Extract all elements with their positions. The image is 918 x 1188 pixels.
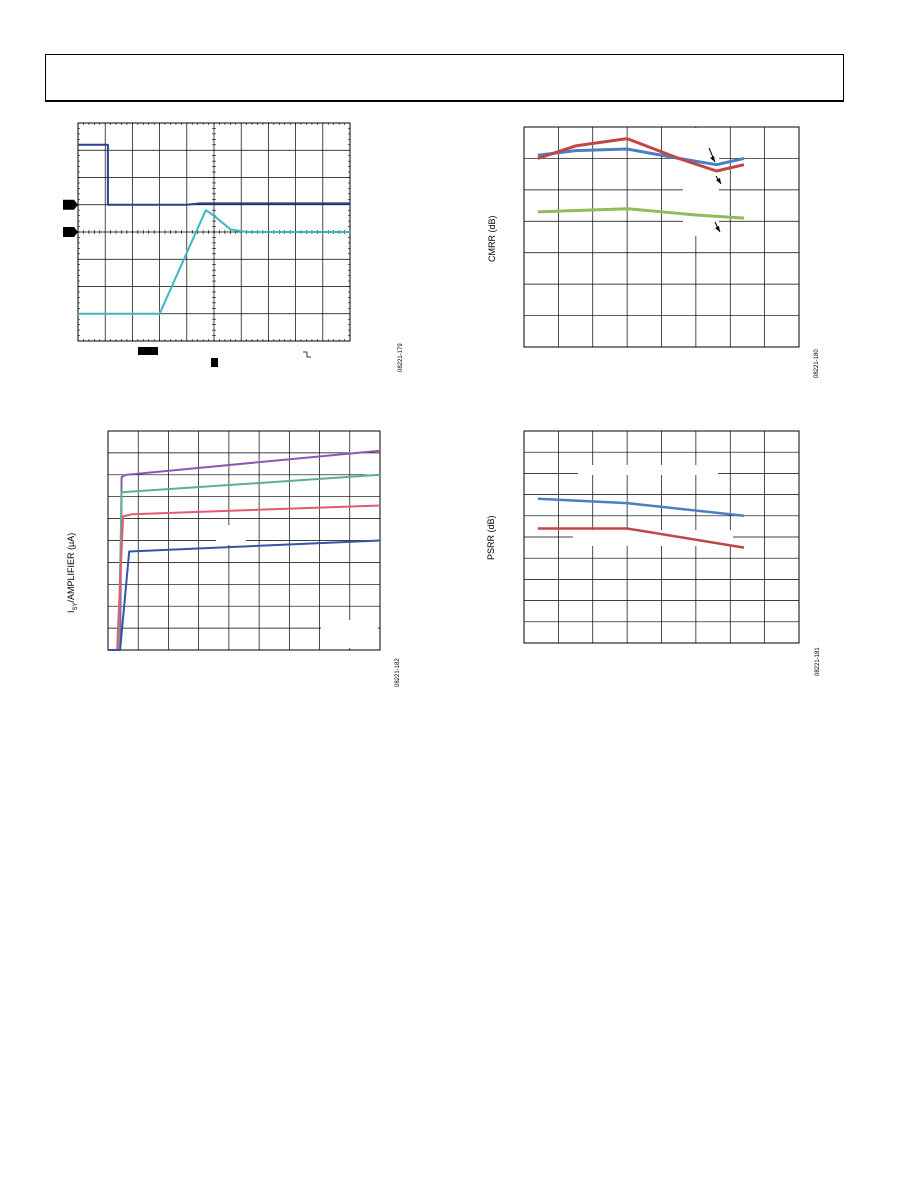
scope-channel-marker-2: [63, 227, 78, 237]
psrr-label-gap: [578, 465, 718, 475]
psrr-ylabel: PSRR (dB): [486, 515, 496, 560]
cmrr-label-gap: [683, 128, 719, 236]
psrr-label-gap: [573, 530, 733, 546]
figure-id-scope: 08221-179: [398, 343, 404, 372]
cmrr-line-2: [537, 137, 745, 173]
cmrr-ylabel: CMRR (dB): [487, 215, 497, 263]
figure-id-cmrr: 08221-180: [814, 349, 820, 378]
isy-ylabel-main: I: [66, 610, 76, 613]
isy-ylabel: ISY/AMPLIFIER (µA): [66, 533, 79, 613]
isy-ylabel-rest: /AMPLIFIER (µA): [66, 532, 76, 603]
cmrr-pointer-head-2: [716, 178, 721, 184]
psrr-line-1: [537, 497, 745, 518]
psrr-line-2: [537, 527, 745, 549]
page-header-frame: [45, 54, 844, 102]
isy-label-gap: [216, 525, 246, 545]
scope-readout-block: [211, 358, 218, 367]
cmrr-line-1: [537, 147, 745, 167]
cmrr-pointer-head-3: [715, 226, 720, 232]
cmrr-line-3: [537, 207, 745, 220]
figure-id-isy: 08221-182: [395, 658, 401, 687]
isy-plot: [107, 430, 381, 651]
psrr-plot: [523, 430, 800, 644]
isy-line-4: [108, 539, 381, 651]
isy-legend-gap: [321, 620, 378, 648]
cmrr-pointer-head-1: [710, 156, 715, 162]
figure-id-psrr: 08221-181: [815, 647, 821, 676]
scope-channel-marker-1: [63, 199, 78, 210]
scope-plot: [63, 122, 351, 367]
scope-trace-1: [78, 143, 350, 206]
scope-readout-block: [138, 347, 158, 355]
isy-ylabel-sub: SY: [72, 602, 79, 611]
scope-trigger-icon: [303, 351, 311, 358]
scope-trace-2: [78, 209, 350, 315]
cmrr-plot: [523, 126, 800, 348]
